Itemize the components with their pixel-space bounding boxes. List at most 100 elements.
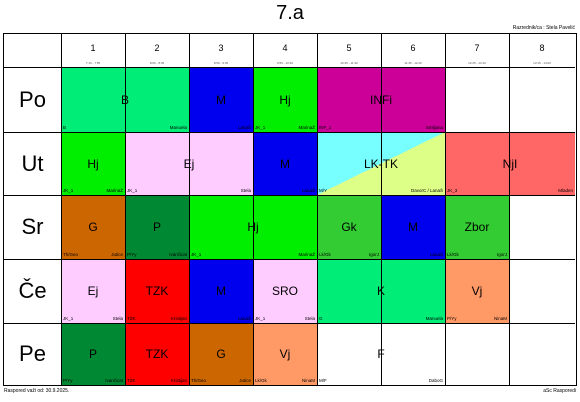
grid-line bbox=[253, 34, 254, 385]
class-teacher-label: Razrednik/ca : Stela Pavelić bbox=[512, 25, 575, 31]
period-number: 2 bbox=[154, 43, 160, 53]
period-header: 2 8:00 - 8:45 bbox=[125, 34, 189, 68]
lesson-group: Lk/Gk bbox=[447, 252, 459, 257]
grid-line bbox=[4, 259, 575, 260]
period-number: 8 bbox=[539, 43, 545, 53]
lesson-subject: Ej bbox=[125, 157, 253, 171]
lesson-group: JK_1 bbox=[255, 125, 266, 130]
period-header: 5 10:45 - 11:30 bbox=[317, 34, 381, 68]
generator-note: aSc Rasporedi bbox=[543, 388, 576, 394]
lesson-teacher: Kristijan bbox=[170, 316, 187, 321]
lesson-group: TZK bbox=[127, 316, 136, 321]
lesson-group: INF_1 bbox=[319, 125, 332, 130]
lesson-cell[interactable]: Hj JK_1 MarinaŽ bbox=[253, 68, 317, 132]
lesson-cell[interactable]: SRO JK_1 Stela bbox=[253, 259, 317, 323]
class-title: 7.a bbox=[276, 2, 304, 24]
lesson-subject: M bbox=[216, 284, 226, 298]
lesson-subject: Ej bbox=[87, 284, 99, 298]
lesson-teacher: Mladen bbox=[558, 188, 573, 193]
day-label: Če bbox=[18, 278, 47, 303]
lesson-group: Lk/Gk bbox=[255, 378, 267, 383]
lesson-group: B bbox=[63, 125, 67, 130]
lesson-teacher: Stela bbox=[304, 316, 315, 321]
lesson-subject: M bbox=[216, 93, 226, 107]
lesson-group: Th/Geo bbox=[191, 378, 207, 383]
lesson-cell[interactable]: P P/Yy IvančicaI bbox=[125, 195, 189, 259]
lesson-group: JK_1 bbox=[63, 188, 74, 193]
period-number: 6 bbox=[410, 43, 416, 53]
lesson-subject: SRO bbox=[271, 284, 298, 298]
lesson-teacher: IgorJ bbox=[496, 252, 507, 257]
lesson-subject: Gk bbox=[341, 220, 357, 234]
lesson-subject: Vj bbox=[279, 347, 291, 361]
grid-line bbox=[317, 34, 318, 385]
lesson-cell[interactable]: NjI JK_3 Mladen bbox=[445, 132, 575, 195]
period-number: 5 bbox=[346, 43, 352, 53]
grid-line bbox=[4, 195, 575, 196]
lesson-subject: TZK bbox=[145, 284, 169, 298]
lesson-group: JK_1 bbox=[191, 252, 202, 257]
lesson-cell[interactable]: Vj P/Yy NinaM bbox=[445, 259, 509, 323]
grid-line bbox=[4, 132, 575, 133]
lesson-cell[interactable]: Gk Lk/Gk IgorJ bbox=[317, 195, 381, 259]
validity-note: Raspored važi od: 30.9.2025. bbox=[4, 388, 70, 394]
lesson-cell[interactable]: TZK TZK Kristijan bbox=[125, 259, 189, 323]
lesson-group: P/Yy bbox=[63, 378, 73, 383]
lesson-group: M/Y bbox=[319, 188, 328, 193]
lesson-teacher: Smiljana bbox=[425, 125, 443, 130]
lesson-group: M/F bbox=[319, 378, 327, 383]
lesson-teacher: DavorC / LanaŠ bbox=[410, 188, 443, 193]
grid-line bbox=[4, 67, 575, 68]
period-time: 8:50 - 9:35 bbox=[213, 61, 229, 65]
lesson-group: JK_1 bbox=[255, 316, 266, 321]
lesson-cell[interactable]: M LanaŠ bbox=[189, 259, 253, 323]
lesson-teacher: Manuela bbox=[169, 125, 187, 130]
lesson-group: Th/Geo bbox=[63, 252, 79, 257]
lesson-teacher: MarinaŽ bbox=[298, 125, 315, 130]
period-time: 13:15 - 14:00 bbox=[533, 61, 551, 65]
lesson-subject: G bbox=[88, 220, 98, 234]
lesson-teacher: NinaM bbox=[301, 378, 315, 383]
lesson-cell[interactable]: G Th/Geo Jutice bbox=[189, 323, 253, 385]
grid-line bbox=[4, 323, 575, 324]
lesson-teacher: IvančicaI bbox=[169, 252, 187, 257]
lesson-cell[interactable]: Hj JK_1 MarinaŽ bbox=[61, 132, 125, 195]
lesson-teacher: Stela bbox=[240, 188, 251, 193]
period-time: 8:00 - 8:45 bbox=[149, 61, 165, 65]
lesson-group: TZK bbox=[127, 378, 136, 383]
period-number: 4 bbox=[282, 43, 288, 53]
lesson-subject: G bbox=[216, 347, 226, 361]
lesson-teacher: LanaŠ bbox=[301, 188, 315, 193]
period-header: 6 11:35 - 12:20 bbox=[381, 34, 445, 68]
lesson-subject: K bbox=[317, 284, 445, 298]
lesson-cell[interactable]: Ej JK_1 Stela bbox=[61, 259, 125, 323]
lesson-subject: NjI bbox=[445, 157, 575, 171]
period-number: 7 bbox=[474, 43, 480, 53]
lesson-cell[interactable]: Vj Lk/Gk NinaM bbox=[253, 323, 317, 385]
lesson-group: JK_3 bbox=[447, 188, 458, 193]
lesson-teacher: Kristijan bbox=[170, 378, 187, 383]
lesson-teacher: IgorJ bbox=[368, 252, 379, 257]
grid-line bbox=[61, 34, 62, 385]
period-time: 11:35 - 12:20 bbox=[404, 61, 422, 65]
day-label: Ut bbox=[21, 151, 44, 176]
lesson-subject: TZK bbox=[145, 347, 169, 361]
lesson-cell[interactable]: M LanaŠ bbox=[253, 132, 317, 195]
grid-line bbox=[125, 34, 126, 385]
lesson-subject: Hj bbox=[279, 93, 291, 107]
lesson-cell[interactable]: M LanaŠ bbox=[189, 68, 253, 132]
lesson-teacher: DaboG bbox=[428, 378, 443, 383]
period-number: 3 bbox=[218, 43, 224, 53]
lesson-cell[interactable]: M LanaŠ bbox=[381, 195, 445, 259]
lesson-cell[interactable]: TZK TZK Kristijan bbox=[125, 323, 189, 385]
day-label: Po bbox=[19, 87, 46, 112]
lesson-subject: Hj bbox=[87, 156, 99, 171]
lesson-teacher: Manuela bbox=[425, 316, 443, 321]
lesson-subject: LK-TK bbox=[317, 157, 445, 171]
lesson-cell[interactable]: P P/Yy IvančicaI bbox=[61, 323, 125, 385]
lesson-cell[interactable]: G Th/Geo Jutice bbox=[61, 195, 125, 259]
lesson-cell[interactable]: Zbor Lk/Gk IgorJ bbox=[445, 195, 509, 259]
lesson-teacher: IvančicaI bbox=[105, 378, 123, 383]
grid-line bbox=[509, 34, 510, 385]
lesson-group: G bbox=[319, 316, 323, 321]
